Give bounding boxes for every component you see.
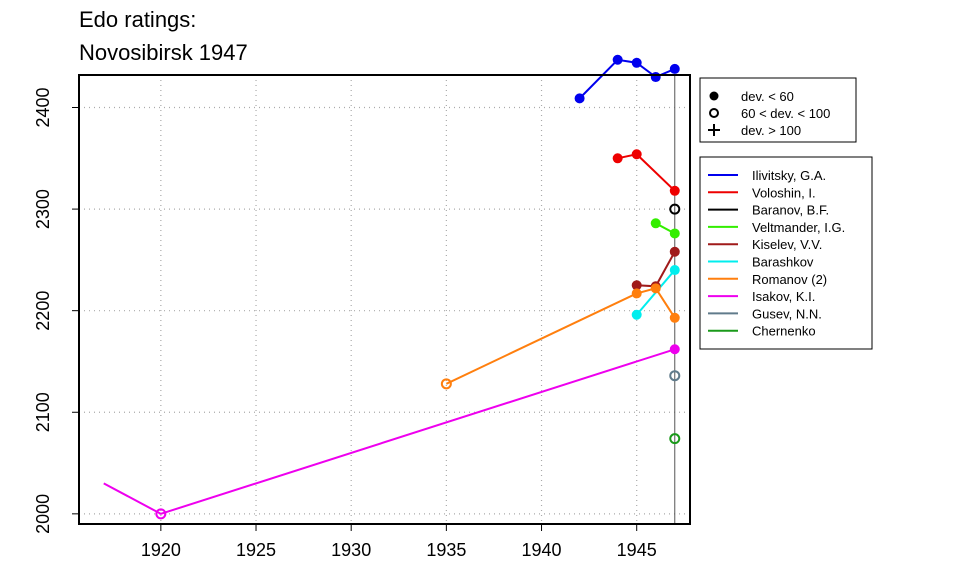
legend-filled-circle-icon <box>709 91 719 101</box>
data-point-filled <box>631 309 642 320</box>
data-point-filled <box>631 149 642 160</box>
series-legend-label: Chernenko <box>752 324 816 339</box>
marker-legend-label: 60 < dev. < 100 <box>741 106 830 121</box>
data-point-filled <box>669 265 680 276</box>
series-line <box>103 348 676 515</box>
series-legend-label: Romanov (2) <box>752 272 827 287</box>
data-point-filled <box>669 63 680 74</box>
data-point-filled <box>650 72 661 83</box>
x-tick-label: 1935 <box>426 540 466 560</box>
marker-legend: dev. < 60 60 < dev. < 100 dev. > 100 <box>699 77 857 143</box>
series-legend-label: Isakov, K.I. <box>752 289 815 304</box>
y-tick-label: 2000 <box>33 494 53 534</box>
x-tick-label: 1945 <box>617 540 657 560</box>
series-lines <box>103 58 676 515</box>
series-line <box>578 58 676 100</box>
data-point-filled <box>650 218 661 229</box>
data-point-filled <box>669 246 680 257</box>
data-point-filled <box>669 185 680 196</box>
y-tick-label: 2100 <box>33 392 53 432</box>
series-line <box>617 153 676 192</box>
series-legend-label: Voloshin, I. <box>752 185 816 200</box>
series-legend-label: Baranov, B.F. <box>752 203 829 218</box>
y-tick-label: 2200 <box>33 291 53 331</box>
data-point-filled <box>669 312 680 323</box>
series-legend-box <box>699 156 873 350</box>
marker-legend-label: dev. < 60 <box>741 89 794 104</box>
data-point-filled <box>612 153 623 164</box>
grid-lines <box>79 75 690 524</box>
data-point-open <box>669 433 681 445</box>
chart-title-line-1: Edo ratings: <box>79 7 196 32</box>
data-point-filled <box>612 54 623 65</box>
x-tick-label: 1925 <box>236 540 276 560</box>
y-axis: 2000 2100 2200 2300 2400 <box>33 87 79 534</box>
data-point-open <box>440 378 452 390</box>
data-point-filled <box>574 93 585 104</box>
marker-legend-label: dev. > 100 <box>741 123 801 138</box>
series-points <box>155 54 681 520</box>
data-point-filled <box>650 283 661 294</box>
data-point-filled <box>669 344 680 355</box>
data-point-filled <box>669 228 680 239</box>
y-tick-label: 2400 <box>33 87 53 127</box>
series-legend: Ilivitsky, G.A. Voloshin, I. Baranov, B.F.… <box>699 156 873 350</box>
x-axis: 1920 1925 1930 1935 1940 1945 <box>141 524 657 560</box>
chart-title-line-2: Novosibirsk 1947 <box>79 40 248 65</box>
series-legend-label: Barashkov <box>752 255 814 270</box>
series-legend-label: Kiselev, V.V. <box>752 237 822 252</box>
x-tick-label: 1940 <box>522 540 562 560</box>
legend-open-circle-icon <box>709 108 719 118</box>
x-tick-label: 1930 <box>331 540 371 560</box>
plot-frame <box>78 74 691 525</box>
data-point-filled <box>631 280 642 291</box>
series-line <box>445 287 676 385</box>
y-tick-label: 2300 <box>33 189 53 229</box>
data-point-filled <box>631 288 642 299</box>
series-legend-label: Ilivitsky, G.A. <box>752 168 826 183</box>
data-point-filled <box>631 57 642 68</box>
series-legend-label: Gusev, N.N. <box>752 306 822 321</box>
series-line <box>636 251 676 288</box>
x-tick-label: 1920 <box>141 540 181 560</box>
data-point-open <box>669 370 681 382</box>
series-legend-label: Veltmander, I.G. <box>752 220 845 235</box>
data-point-open <box>155 508 167 520</box>
marker-legend-box <box>699 77 857 143</box>
data-point-open <box>669 203 681 215</box>
